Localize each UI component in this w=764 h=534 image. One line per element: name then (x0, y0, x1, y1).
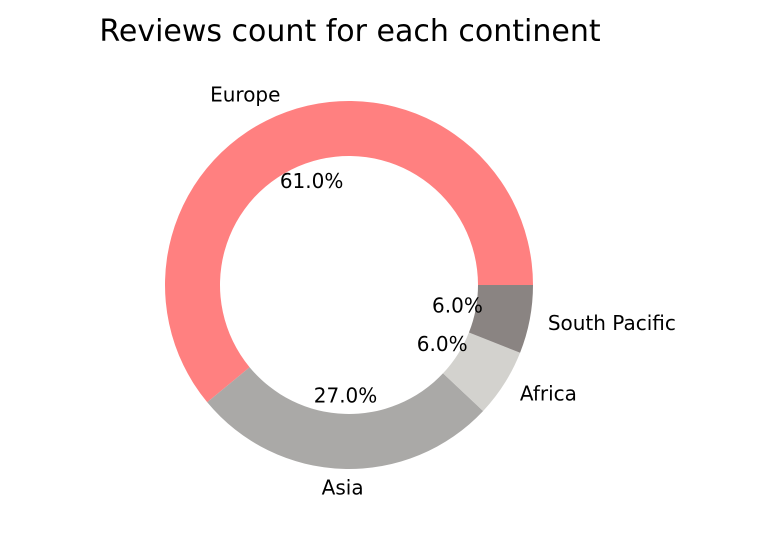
slice-africa (443, 332, 521, 411)
percent-label: 6.0% (432, 294, 483, 318)
percent-label: 61.0% (280, 169, 344, 193)
category-label: Europe (210, 83, 280, 107)
category-label: Africa (520, 381, 577, 405)
slice-europe (165, 100, 533, 403)
category-label: Asia (322, 475, 364, 499)
percent-label: 6.0% (417, 332, 468, 356)
labels-layer: 61.0% Europe 27.0% Asia 6.0% Africa 6.0% South … (210, 83, 676, 500)
category-label: South Pacific (548, 311, 676, 335)
slices-layer (165, 100, 534, 469)
percent-label: 27.0% (314, 383, 378, 407)
slice-asia (207, 367, 484, 469)
slice-south-pacific (468, 285, 534, 353)
chart-title: Reviews count for each continent (99, 14, 601, 49)
